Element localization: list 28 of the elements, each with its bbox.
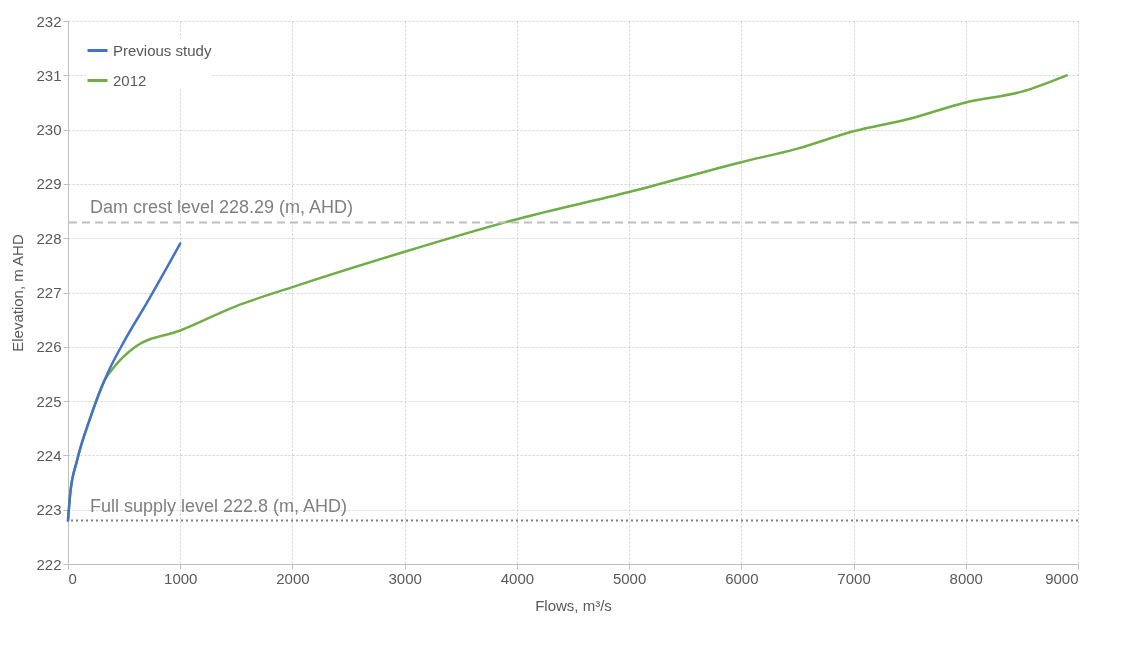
x-tick-label: 8000 [949, 569, 983, 587]
x-tick-label: 3000 [388, 569, 422, 587]
y-tick-label: 228 [36, 229, 62, 247]
line-series [66, 242, 182, 522]
y-tick-label: 231 [36, 66, 62, 84]
ref-line-label: Full supply level 222.8 (m, AHD) [90, 495, 348, 516]
y-tick-label: 232 [36, 12, 62, 30]
y-tick-label: 225 [36, 392, 62, 410]
x-axis-title: Flows, m³/s [535, 596, 612, 614]
x-tick-label: 7000 [837, 569, 871, 587]
y-tick-label: 223 [36, 501, 62, 519]
x-tick-label: 0 [68, 569, 77, 587]
ref-line-label: Dam crest level 228.29 (m, AHD) [90, 197, 354, 218]
legend-label: 2012 [113, 71, 147, 89]
legend-label: Previous study [113, 41, 212, 59]
y-axis-title: Elevation, m AHD [9, 234, 27, 352]
y-tick-label: 229 [36, 175, 62, 193]
x-tick-label: 2000 [276, 569, 310, 587]
y-tick-label: 224 [36, 446, 62, 464]
x-tick-label: 6000 [725, 569, 759, 587]
x-tick-label: 4000 [500, 569, 535, 587]
y-tick-label: 227 [36, 284, 62, 301]
y-tick-label: 222 [36, 555, 62, 573]
y-tick-label: 230 [36, 121, 62, 139]
x-tick-label: 1000 [164, 569, 198, 587]
x-tick-label: 9000 [1045, 569, 1079, 587]
y-tick-label: 226 [36, 338, 62, 356]
x-tick-label: 5000 [612, 569, 647, 587]
